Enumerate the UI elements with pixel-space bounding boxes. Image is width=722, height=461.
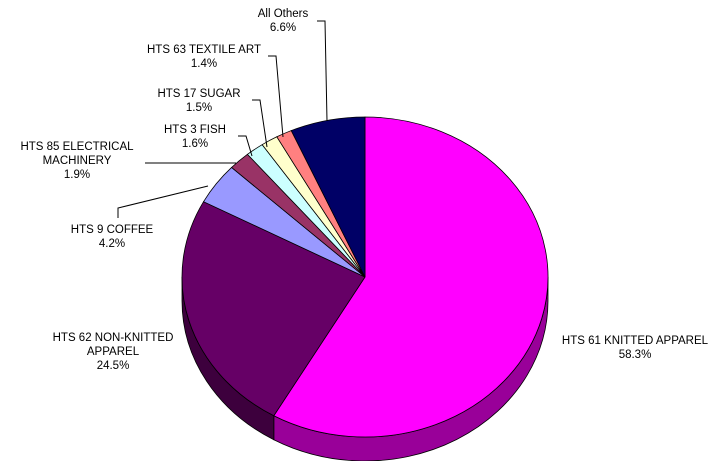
slice-label: HTS 63 TEXTILE ART 1.4% <box>147 44 261 70</box>
slice-name-label: HTS 63 TEXTILE ART <box>147 44 261 56</box>
slice-label: HTS 17 SUGAR 1.5% <box>157 88 240 114</box>
pie-slice <box>181 201 366 417</box>
slice-value-label: 4.2% <box>99 238 125 250</box>
slice-name-label: All Others <box>258 8 309 20</box>
slice-label: All Others 6.6% <box>258 8 309 34</box>
leader-line <box>117 185 209 218</box>
slice-value-label: 1.6% <box>182 138 208 150</box>
pie-slice <box>273 116 549 438</box>
slice-label: HTS 61 KNITTED APPAREL 58.3% <box>562 335 709 361</box>
leader-line <box>238 135 253 157</box>
pie-tops <box>181 116 549 438</box>
slice-value-label: 24.5% <box>97 360 130 372</box>
slice-name-label: HTS 61 KNITTED APPAREL <box>562 335 709 347</box>
leader-line <box>317 20 328 122</box>
slice-name-label: MACHINERY <box>43 155 112 167</box>
slice-name-label: HTS 3 FISH <box>164 124 226 136</box>
pie-labels: HTS 61 KNITTED APPAREL 58.3% HTS 62 NON-KN… <box>20 8 708 372</box>
slice-value-label: 1.9% <box>64 169 90 181</box>
slice-value-label: 1.5% <box>186 102 212 114</box>
slice-name-label: HTS 9 COFFEE <box>71 224 154 236</box>
slice-label: HTS 62 NON-KNITTED APPAREL 24.5% <box>53 332 174 372</box>
slice-label: HTS 85 ELECTRICAL MACHINERY 1.9% <box>20 141 134 181</box>
slice-name-label: HTS 62 NON-KNITTED <box>53 332 174 344</box>
slice-name-label: APPAREL <box>87 346 140 358</box>
slice-name-label: HTS 85 ELECTRICAL <box>20 141 134 153</box>
pie-leader-lines <box>117 20 328 218</box>
slice-name-label: HTS 17 SUGAR <box>157 88 240 100</box>
leader-line <box>268 55 284 138</box>
slice-label: HTS 3 FISH 1.6% <box>164 124 226 150</box>
leader-line <box>252 99 268 148</box>
slice-value-label: 58.3% <box>619 349 652 361</box>
slice-value-label: 6.6% <box>270 22 296 34</box>
slice-label: HTS 9 COFFEE 4.2% <box>71 224 154 250</box>
slice-value-label: 1.4% <box>191 58 217 70</box>
